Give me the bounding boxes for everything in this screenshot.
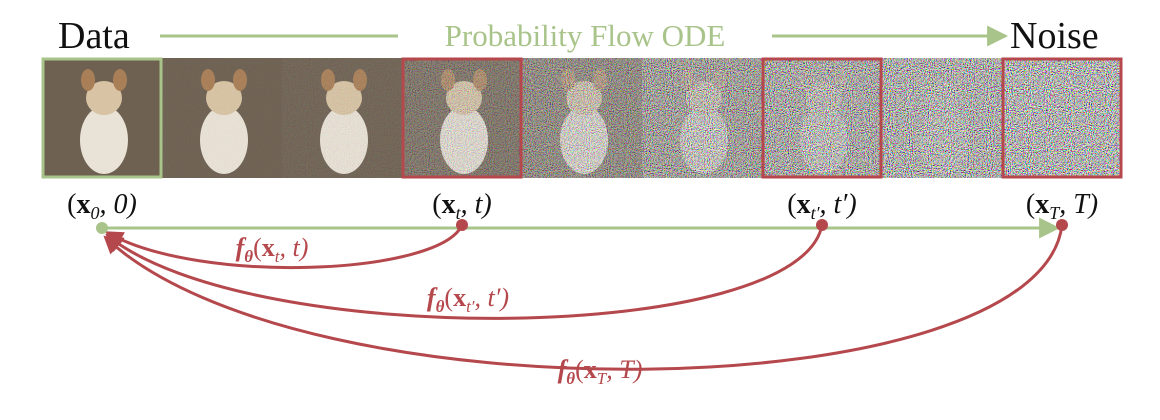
variable: x	[453, 283, 466, 312]
paren: (	[253, 233, 262, 262]
dog-ear	[81, 69, 95, 91]
variable: x	[1035, 189, 1049, 220]
variable: x	[262, 233, 275, 262]
noise-label: Noise	[1010, 15, 1099, 57]
data-point	[96, 222, 108, 234]
function: f	[427, 283, 438, 312]
dog-ear	[113, 69, 127, 91]
rest: , T)	[606, 355, 642, 384]
variable: x	[77, 189, 91, 220]
map-arrow	[103, 224, 1064, 371]
subscript: t	[275, 247, 281, 266]
paren: (	[432, 189, 441, 220]
dog-ear	[233, 69, 247, 91]
subscript: t	[456, 203, 462, 223]
mapping-label: fθ(xt, t)	[236, 233, 309, 266]
variable: x	[442, 189, 456, 220]
point	[456, 219, 468, 231]
image-tile	[42, 58, 162, 178]
subscript: T	[1049, 203, 1061, 223]
mapping-label: fθ(xt′, t′)	[427, 283, 509, 316]
highlight-frame	[401, 57, 523, 179]
image-tile	[882, 58, 1002, 178]
ode-label: Probability Flow ODE	[445, 18, 726, 53]
highlight-frame	[41, 57, 163, 179]
noise	[282, 58, 402, 178]
dog-body	[200, 106, 248, 174]
paren: (	[575, 355, 584, 384]
map-arrow	[104, 224, 464, 269]
noise	[762, 58, 882, 178]
function: f	[236, 233, 247, 262]
variable: x	[797, 189, 811, 220]
rest: , 0)	[100, 189, 137, 220]
function-sub: θ	[566, 369, 575, 388]
noise	[642, 58, 762, 178]
image-strip	[41, 57, 1123, 179]
paren: (	[1026, 189, 1035, 220]
image-tile	[162, 58, 282, 178]
image-tile	[522, 58, 642, 178]
variable: x	[584, 355, 597, 384]
point-label: (x0, 0)	[67, 189, 137, 223]
point	[1056, 219, 1068, 231]
highlight-frame	[761, 57, 883, 179]
data-label: Data	[58, 15, 130, 57]
image-tile	[402, 58, 522, 178]
dog-head	[86, 81, 122, 115]
noise	[162, 58, 282, 178]
image-tile	[1002, 58, 1122, 178]
noise	[1002, 58, 1122, 178]
function-sub: θ	[244, 247, 253, 266]
dog-head	[206, 81, 242, 115]
paren: (	[444, 283, 453, 312]
rest: , T)	[1059, 189, 1098, 220]
point-label: (xt′, t′)	[787, 189, 857, 223]
image-tile	[762, 58, 882, 178]
paren: (	[787, 189, 796, 220]
noise	[882, 58, 1002, 178]
map-arrow	[105, 224, 824, 320]
point-label: (xt, t)	[432, 189, 491, 223]
rest: , t)	[461, 189, 492, 220]
rest: , t)	[280, 233, 309, 262]
noise	[402, 58, 522, 178]
subscript: 0	[91, 203, 100, 223]
dog-ear	[201, 69, 215, 91]
highlight-frame	[1001, 57, 1123, 179]
point	[816, 219, 828, 231]
function-sub: θ	[436, 297, 445, 316]
rest: , t′)	[820, 189, 857, 220]
mapping-label: fθ(xT, T)	[558, 355, 643, 388]
point-label: (xT, T)	[1026, 189, 1098, 223]
subscript: t′	[811, 203, 821, 223]
subscript: T	[597, 369, 608, 388]
image-tile	[282, 58, 402, 178]
subscript: t′	[466, 297, 475, 316]
rest: , t′)	[475, 283, 510, 312]
function: f	[558, 355, 569, 384]
image-tile	[642, 58, 762, 178]
noise	[522, 58, 642, 178]
paren: (	[67, 189, 76, 220]
dog-body	[80, 106, 128, 174]
